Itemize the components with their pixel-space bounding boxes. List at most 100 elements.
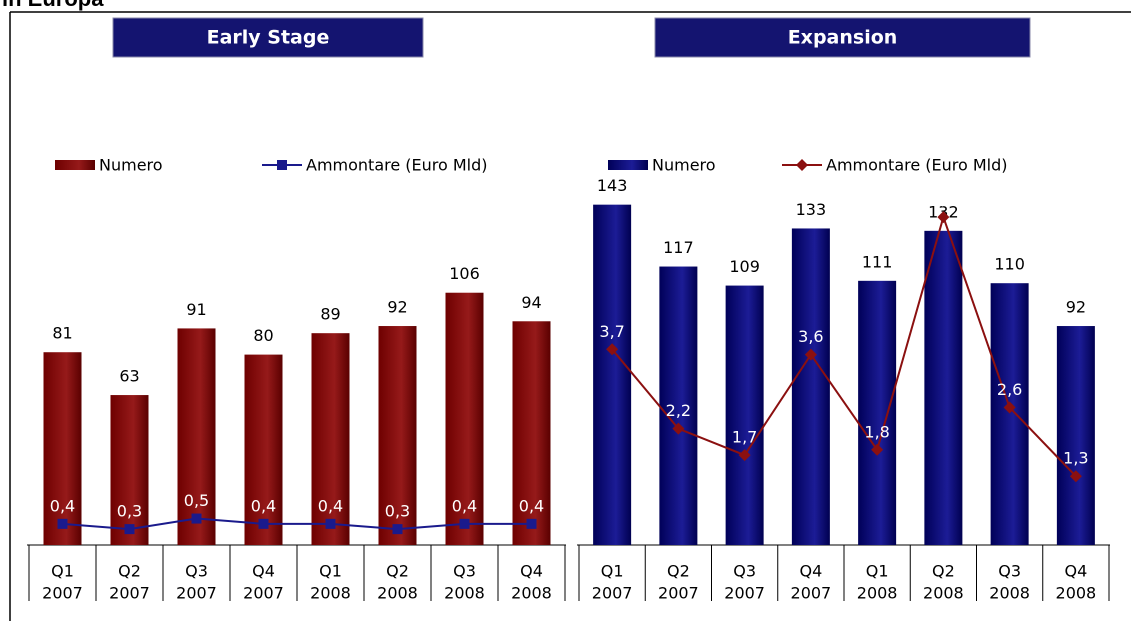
bar-value-label: 89 xyxy=(320,305,340,324)
x-tick-label: 2007 xyxy=(243,584,284,603)
bar xyxy=(110,395,149,545)
bar-value-label: 80 xyxy=(253,326,273,345)
bar-value-label: 91 xyxy=(186,300,206,319)
bar-value-label: 109 xyxy=(729,257,760,276)
legend-label: Ammontare (Euro Mld) xyxy=(306,156,488,175)
bar xyxy=(659,266,698,545)
line-marker xyxy=(871,443,884,456)
x-tick-label: Q1 xyxy=(51,562,74,581)
x-tick-label: 2008 xyxy=(989,584,1030,603)
line-marker xyxy=(937,211,950,224)
x-tick-label: Q1 xyxy=(319,562,342,581)
x-tick-label: Q3 xyxy=(998,562,1021,581)
bar xyxy=(378,326,417,545)
line-value-label: 2,2 xyxy=(666,401,691,420)
bar xyxy=(1056,326,1095,545)
bar xyxy=(924,230,963,545)
x-tick-label: 2007 xyxy=(592,584,633,603)
x-tick-label: Q2 xyxy=(386,562,409,581)
x-tick-label: 2008 xyxy=(310,584,351,603)
panel-title: Expansion xyxy=(788,27,898,49)
x-tick-label: Q2 xyxy=(932,562,955,581)
line-marker xyxy=(57,518,68,529)
line-marker xyxy=(191,513,202,524)
bar-value-label: 111 xyxy=(862,252,893,271)
bar-value-label: 110 xyxy=(994,255,1025,274)
legend-label: Ammontare (Euro Mld) xyxy=(826,156,1008,175)
line-marker xyxy=(258,518,269,529)
bar xyxy=(244,354,283,545)
line-value-label: 0,4 xyxy=(251,496,276,515)
bar xyxy=(725,285,764,545)
bar-value-label: 92 xyxy=(387,298,407,317)
bar xyxy=(858,280,897,545)
x-tick-label: Q2 xyxy=(667,562,690,581)
line-marker xyxy=(738,449,751,462)
bar xyxy=(311,333,350,545)
line-marker xyxy=(459,518,470,529)
bar-value-label: 63 xyxy=(119,367,139,386)
bar-value-label: 117 xyxy=(663,238,694,257)
x-tick-label: Q3 xyxy=(733,562,756,581)
line-marker xyxy=(1069,470,1082,483)
line-marker xyxy=(277,160,287,170)
x-tick-label: Q1 xyxy=(866,562,889,581)
line-value-label: 0,5 xyxy=(184,491,209,510)
bar xyxy=(990,283,1029,545)
x-tick-label: Q4 xyxy=(1064,562,1087,581)
x-tick-label: 2008 xyxy=(511,584,552,603)
x-tick-label: 2007 xyxy=(791,584,832,603)
bar xyxy=(177,328,216,545)
line-marker xyxy=(804,348,817,361)
bar xyxy=(445,292,484,545)
line-value-label: 3,6 xyxy=(798,327,823,346)
x-tick-label: 2008 xyxy=(857,584,898,603)
line-value-label: 1,8 xyxy=(864,422,889,441)
panel-header xyxy=(654,17,1031,58)
line-value-label: 6,2 xyxy=(931,190,956,209)
bar xyxy=(512,321,551,545)
x-tick-label: 2007 xyxy=(658,584,699,603)
bar-value-label: 94 xyxy=(521,293,541,312)
line-value-label: 0,3 xyxy=(117,502,142,521)
legend-label: Numero xyxy=(99,156,163,175)
x-tick-label: Q1 xyxy=(601,562,624,581)
legend-swatch xyxy=(608,160,648,170)
line-marker xyxy=(672,422,685,435)
line-value-label: 0,4 xyxy=(50,496,75,515)
x-tick-label: 2008 xyxy=(444,584,485,603)
x-tick-label: Q4 xyxy=(799,562,822,581)
x-tick-label: 2007 xyxy=(109,584,150,603)
line-marker xyxy=(1003,401,1016,414)
x-tick-label: 2007 xyxy=(176,584,217,603)
line-value-label: 0,4 xyxy=(519,496,544,515)
x-tick-label: 2008 xyxy=(1056,584,1097,603)
line-marker xyxy=(796,159,808,171)
legend-label: Numero xyxy=(652,156,716,175)
line xyxy=(62,517,532,531)
line-marker xyxy=(124,524,135,535)
panel-title: Early Stage xyxy=(207,27,330,49)
line-value-label: 2,6 xyxy=(997,380,1022,399)
bar-value-label: 133 xyxy=(796,200,827,219)
x-tick-label: Q3 xyxy=(185,562,208,581)
bar-value-label: 143 xyxy=(597,176,628,195)
legend-swatch xyxy=(55,160,95,170)
line-marker xyxy=(606,343,619,356)
x-tick-label: 2008 xyxy=(377,584,418,603)
bar-value-label: 92 xyxy=(1066,298,1086,317)
bar xyxy=(791,228,830,545)
x-tick-label: Q2 xyxy=(118,562,141,581)
bar-value-label: 81 xyxy=(52,324,72,343)
bar xyxy=(593,204,632,545)
line-marker xyxy=(526,518,537,529)
line-value-label: 1,3 xyxy=(1063,449,1088,468)
line-value-label: 1,7 xyxy=(732,428,757,447)
x-tick-label: Q4 xyxy=(252,562,275,581)
x-tick-label: Q4 xyxy=(520,562,543,581)
line-value-label: 0,3 xyxy=(385,502,410,521)
panel-header xyxy=(112,17,424,58)
x-tick-label: 2008 xyxy=(923,584,964,603)
x-tick-label: 2007 xyxy=(42,584,83,603)
line-value-label: 0,4 xyxy=(452,496,477,515)
